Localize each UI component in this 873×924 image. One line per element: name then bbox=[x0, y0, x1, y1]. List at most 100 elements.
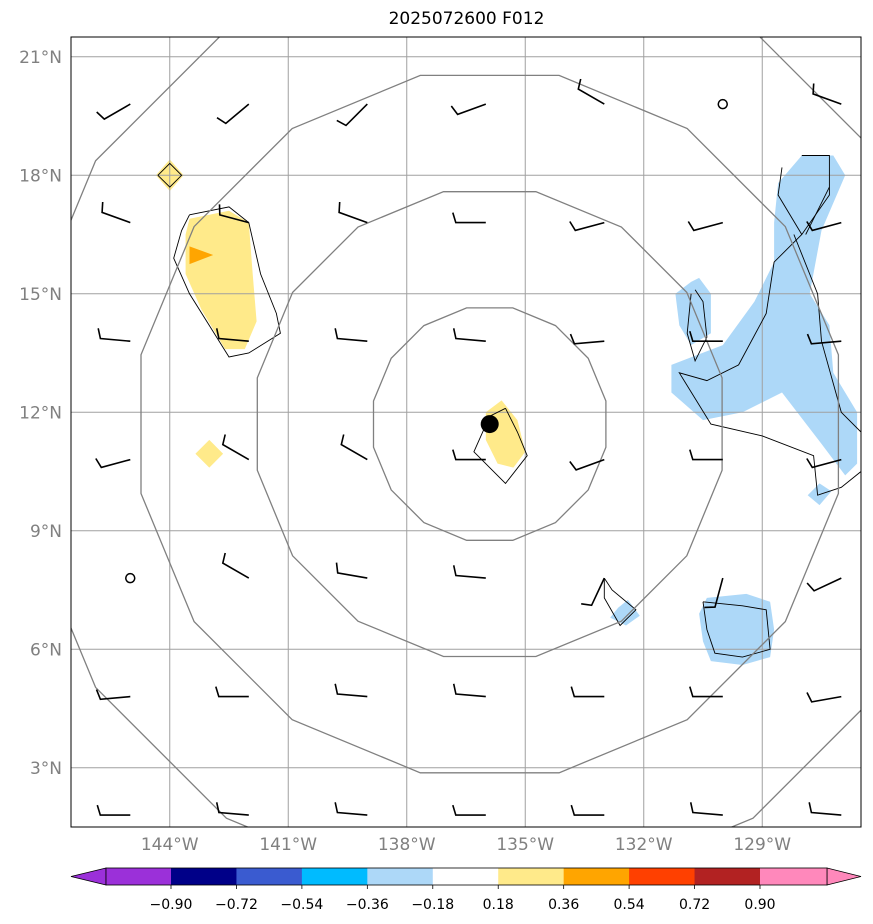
range-ring bbox=[71, 37, 861, 827]
range-rings bbox=[71, 37, 861, 827]
wind-barb bbox=[452, 804, 486, 816]
wind-barb-staff bbox=[806, 221, 842, 232]
plot-frame bbox=[70, 36, 862, 828]
wind-barb bbox=[806, 577, 842, 592]
wind-barb bbox=[452, 212, 486, 224]
wind-barb bbox=[808, 802, 842, 816]
colorbar-segment bbox=[498, 868, 565, 885]
wind-barb bbox=[450, 103, 487, 116]
wind-barb-staff bbox=[570, 686, 605, 698]
colorbar-segment bbox=[301, 868, 368, 885]
wind-barb bbox=[581, 577, 606, 607]
wind-barb bbox=[218, 204, 250, 224]
wind-barb bbox=[806, 458, 842, 469]
wind-barb-staff bbox=[96, 804, 131, 816]
wind-barb-staff bbox=[581, 577, 606, 607]
wind-barb-staff bbox=[808, 802, 842, 816]
wind-barb bbox=[338, 201, 368, 224]
gridlines bbox=[71, 37, 861, 827]
lat-label: 15°N bbox=[19, 285, 62, 305]
wind-barb bbox=[452, 328, 486, 342]
wind-barb bbox=[687, 221, 724, 232]
colorbar-tick-label: −0.72 bbox=[215, 897, 258, 913]
wind-barb bbox=[101, 201, 131, 224]
wind-barb bbox=[334, 802, 368, 816]
wind-barb bbox=[569, 221, 605, 232]
wind-barb-staff bbox=[450, 103, 487, 116]
wind-barb-staff bbox=[689, 330, 723, 342]
plot-area bbox=[71, 37, 861, 827]
range-ring bbox=[140, 74, 840, 774]
colorbar-segment bbox=[236, 868, 303, 885]
wind-barb-staff bbox=[689, 686, 723, 698]
wind-barb-staff bbox=[806, 333, 842, 345]
lon-label: 129°W bbox=[733, 835, 791, 855]
wind-barb-staff bbox=[452, 565, 486, 579]
wind-barb bbox=[335, 562, 368, 579]
wind-barb-staff bbox=[221, 552, 250, 579]
wind-barb-staff bbox=[95, 689, 131, 701]
wind-barb bbox=[570, 686, 605, 698]
wind-barb-staff bbox=[569, 221, 605, 232]
wind-barb-staff bbox=[216, 103, 250, 125]
wind-barb-staff bbox=[215, 802, 249, 816]
wind-barb bbox=[216, 103, 250, 125]
colorbar-over-extension bbox=[826, 867, 862, 886]
shaded-region-neg-light bbox=[675, 277, 711, 346]
contour-line bbox=[702, 601, 771, 658]
calm-wind-circle bbox=[717, 98, 728, 110]
latitude-labels: 3°N 6°N 9°N 12°N 15°N 18°N 21°N bbox=[19, 48, 62, 779]
wind-barb-staff bbox=[569, 458, 605, 471]
wind-barb-staff bbox=[687, 221, 724, 232]
wind-barb-staff bbox=[689, 802, 723, 816]
colorbar-outline bbox=[105, 867, 828, 886]
wind-barb-staff bbox=[101, 201, 131, 224]
colorbar-tick-label: −0.54 bbox=[280, 897, 323, 913]
colorbar-tick-label: 0.54 bbox=[614, 897, 645, 913]
wind-barb bbox=[215, 802, 249, 816]
wind-barb-staff bbox=[812, 83, 842, 105]
wind-barb bbox=[569, 458, 605, 471]
colorbar-tick-label: −0.18 bbox=[411, 897, 454, 913]
wind-barb bbox=[570, 804, 605, 816]
wind-barb-staff bbox=[95, 458, 131, 469]
wind-barb bbox=[806, 333, 842, 345]
wind-barb-staff bbox=[452, 328, 486, 342]
lon-label: 138°W bbox=[378, 835, 436, 855]
wind-barb bbox=[452, 449, 486, 461]
wind-barb bbox=[689, 330, 723, 342]
wind-barb bbox=[97, 328, 131, 342]
wind-barb-staff bbox=[334, 683, 368, 698]
lat-label: 9°N bbox=[30, 522, 62, 542]
colorbar-labels: −0.90 −0.72 −0.54 −0.36 −0.18 0.18 0.36 0.54 0.7… bbox=[150, 885, 776, 913]
wind-barb bbox=[689, 449, 723, 461]
wind-barb-staff bbox=[335, 562, 368, 579]
wind-barb bbox=[704, 577, 724, 609]
colorbar-segment bbox=[367, 868, 434, 885]
contour-line bbox=[793, 234, 861, 433]
wind-barb bbox=[221, 434, 250, 461]
storm-center-layer bbox=[480, 415, 499, 434]
range-ring bbox=[256, 191, 723, 658]
shaded-region-pos-light bbox=[195, 439, 224, 468]
wind-barb-staff bbox=[452, 449, 486, 461]
shaded-region-neg-light bbox=[699, 593, 775, 665]
colorbar-tick-label: 0.36 bbox=[548, 897, 579, 913]
contour-line bbox=[686, 289, 708, 363]
wind-barb bbox=[806, 692, 842, 703]
colorbar-segment bbox=[563, 868, 630, 885]
colorbar-under-extension bbox=[70, 867, 107, 886]
wind-barb-staff bbox=[215, 686, 249, 698]
wind-barb bbox=[96, 103, 131, 121]
wind-barb bbox=[806, 221, 842, 232]
wind-barb bbox=[95, 689, 131, 701]
wind-barb-staff bbox=[340, 434, 368, 461]
colorbar bbox=[70, 867, 862, 886]
wind-barb bbox=[340, 434, 368, 461]
wind-barb bbox=[221, 552, 250, 579]
wind-barb bbox=[689, 686, 723, 698]
wind-barb-staff bbox=[96, 103, 131, 121]
wind-barb-staff bbox=[338, 201, 368, 224]
shaded-region-pos-medium bbox=[189, 246, 214, 265]
